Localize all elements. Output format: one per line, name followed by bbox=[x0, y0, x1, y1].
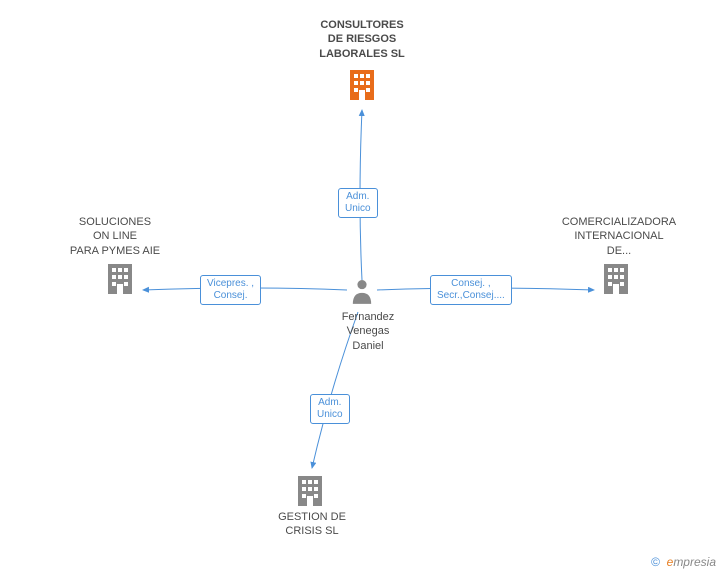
copyright-symbol: © bbox=[651, 555, 660, 569]
edge-bottom-label: Adm. Unico bbox=[310, 394, 350, 424]
building-icon bbox=[106, 262, 134, 294]
edge-top-label: Adm. Unico bbox=[338, 188, 378, 218]
top-label-line1: CONSULTORES bbox=[312, 18, 412, 32]
right-label-line2: INTERNACIONAL bbox=[554, 229, 684, 243]
top-label-line3: LABORALES SL bbox=[312, 47, 412, 61]
bottom-label-line2: CRISIS SL bbox=[272, 524, 352, 538]
edge-left-line1: Vicepres. , bbox=[207, 278, 254, 290]
right-label-line1: COMERCIALIZADORA bbox=[554, 215, 684, 229]
right-node-label: COMERCIALIZADORA INTERNACIONAL DE... bbox=[554, 215, 684, 258]
bottom-label-line1: GESTION DE bbox=[272, 510, 352, 524]
person-icon bbox=[351, 278, 373, 304]
edge-left-line2: Consej. bbox=[207, 290, 254, 302]
brand-rest: mpresia bbox=[673, 555, 716, 569]
left-label-line1: SOLUCIONES bbox=[60, 215, 170, 229]
left-label-line2: ON LINE bbox=[60, 229, 170, 243]
edge-bottom-line1: Adm. bbox=[317, 397, 343, 409]
edge-left-label: Vicepres. , Consej. bbox=[200, 275, 261, 305]
left-label-line3: PARA PYMES AIE bbox=[60, 244, 170, 258]
footer-branding: © empresia bbox=[651, 555, 716, 569]
building-icon bbox=[348, 68, 376, 100]
edge-right-label: Consej. , Secr.,Consej.... bbox=[430, 275, 512, 305]
edge-bottom-line2: Unico bbox=[317, 409, 343, 421]
center-label-line1: Fernandez bbox=[338, 310, 398, 324]
right-label-line3: DE... bbox=[554, 244, 684, 258]
edge-top-line2: Unico bbox=[345, 203, 371, 215]
edge-top-line1: Adm. bbox=[345, 191, 371, 203]
building-icon bbox=[296, 474, 324, 506]
left-node-label: SOLUCIONES ON LINE PARA PYMES AIE bbox=[60, 215, 170, 258]
bottom-node-label: GESTION DE CRISIS SL bbox=[272, 510, 352, 539]
top-label-line2: DE RIESGOS bbox=[312, 32, 412, 46]
left-node[interactable] bbox=[106, 262, 134, 299]
edge-right-line2: Secr.,Consej.... bbox=[437, 290, 505, 302]
top-node-label: CONSULTORES DE RIESGOS LABORALES SL bbox=[312, 18, 412, 61]
building-icon bbox=[602, 262, 630, 294]
top-node[interactable] bbox=[348, 68, 376, 105]
center-label-line2: Venegas bbox=[338, 324, 398, 338]
bottom-node[interactable] bbox=[296, 474, 324, 511]
right-node[interactable] bbox=[602, 262, 630, 299]
center-label-line3: Daniel bbox=[338, 339, 398, 353]
center-person-node[interactable] bbox=[351, 278, 373, 309]
center-person-label: Fernandez Venegas Daniel bbox=[338, 310, 398, 353]
edge-right-line1: Consej. , bbox=[437, 278, 505, 290]
